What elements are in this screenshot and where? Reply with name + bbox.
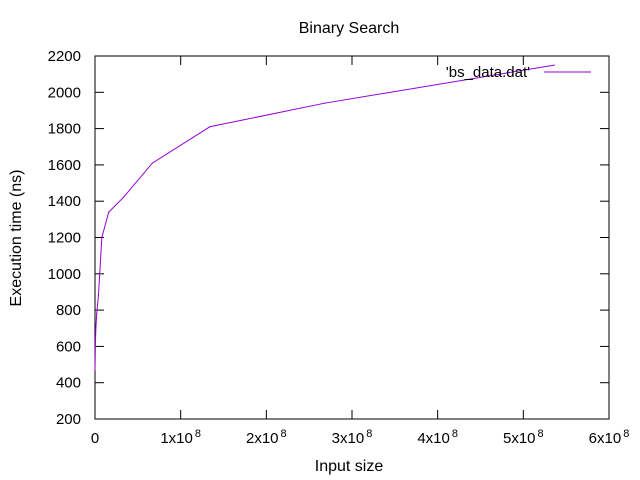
chart-title: Binary Search — [299, 20, 400, 37]
y-tick-label: 1800 — [48, 121, 81, 138]
data-point — [209, 126, 211, 128]
legend-label: 'bs_data.dat' — [446, 64, 530, 81]
data-point — [94, 342, 97, 344]
y-tick-label: 800 — [56, 302, 81, 319]
y-tick-label: 1400 — [48, 193, 81, 210]
x-tick-exponent: 8 — [195, 428, 201, 440]
data-point — [94, 369, 96, 371]
x-tick-label: 1x10 8 — [160, 428, 201, 447]
y-tick-label: 1600 — [48, 157, 81, 174]
series-group — [94, 64, 555, 371]
y-tick-label: 2200 — [48, 48, 81, 65]
y-tick-label: 2000 — [48, 84, 81, 101]
data-point — [553, 64, 555, 66]
x-tick-exponent: 8 — [281, 428, 287, 440]
x-tick-label: 2x10 8 — [246, 428, 287, 447]
data-point — [95, 327, 97, 329]
data-point — [108, 211, 110, 213]
plot-frame — [94, 55, 610, 420]
data-point — [97, 294, 100, 297]
x-axis-label: Input size — [315, 458, 384, 475]
x-tick-label: 4x10 8 — [417, 428, 458, 447]
series-line — [94, 64, 555, 371]
y-tick-label: 600 — [56, 338, 81, 355]
x-axis: 0 1x10 8 2x10 8 3x10 8 4x10 8 5x10 8 6x10 8 — [91, 56, 630, 447]
y-axis: 200 400 600 800 1000 1200 1400 1600 1800 2000 2200 — [48, 48, 609, 428]
data-point — [96, 313, 98, 315]
plot-border — [94, 55, 610, 420]
x-tick-label: 3x10 8 — [332, 428, 373, 447]
data-point — [151, 162, 153, 164]
data-point — [101, 236, 103, 239]
y-axis-label: Execution time (ns) — [8, 170, 25, 307]
x-tick-exponent: 8 — [366, 428, 372, 440]
x-tick-label: 0 — [91, 430, 99, 447]
x-tick-label: 6x10 8 — [589, 428, 630, 447]
legend: 'bs_data.dat' — [446, 64, 591, 81]
x-tick-label: 5x10 8 — [503, 428, 544, 447]
y-tick-label: 1200 — [48, 230, 81, 247]
data-point — [122, 196, 124, 199]
x-tick-exponent: 8 — [623, 428, 629, 440]
y-tick-label: 200 — [56, 411, 81, 428]
y-tick-label: 400 — [56, 375, 81, 392]
x-tick-exponent: 8 — [538, 428, 544, 440]
x-tick-exponent: 8 — [452, 428, 458, 440]
y-tick-label: 1000 — [48, 266, 81, 283]
data-point — [323, 102, 326, 104]
